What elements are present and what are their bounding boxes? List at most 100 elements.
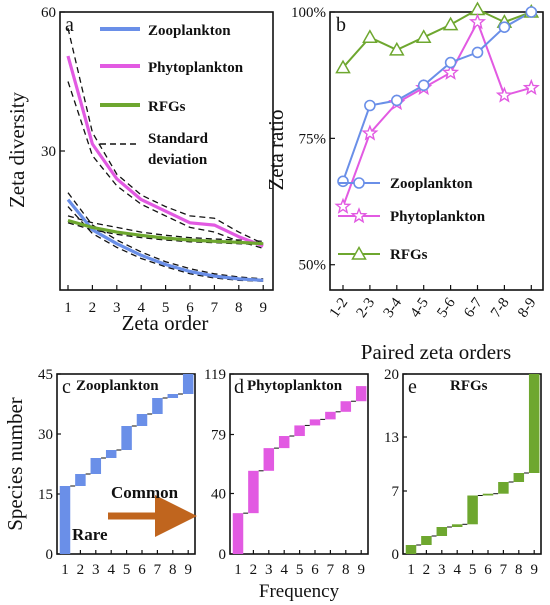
- panel-d: d Phytoplankton Frequency 1 2 3 4 5 6 7 8 9 0 40 79…: [204, 367, 369, 602]
- panel-d-xtick-label: 1: [234, 562, 242, 578]
- panel-e-title: RFGs: [450, 378, 488, 394]
- panel-d-bar: [325, 411, 336, 420]
- panel-a-series-lines: [66, 55, 264, 282]
- legend-marker-phytoplankton: [350, 207, 368, 224]
- panel-d-ytick-label: 0: [219, 547, 227, 563]
- panel-e-xtick-label: 3: [438, 562, 446, 578]
- panel-e-xtick-label: 8: [515, 562, 523, 578]
- marker-phytoplankton: [334, 197, 352, 214]
- panel-b-xlabel: Paired zeta orders: [361, 340, 511, 364]
- panel-c-title: Zooplankton: [76, 378, 159, 394]
- panel-c: c Zooplankton Species number 1 2 3 4 5 6 7 8 901…: [3, 367, 197, 578]
- label-common: Common: [111, 483, 179, 502]
- panel-b-xtick-label: 6-7: [461, 295, 486, 321]
- panel-a-xtick-label: 5: [162, 300, 170, 316]
- panel-a-ytick-label: 30: [41, 144, 56, 160]
- marker-phytoplankton: [361, 124, 379, 141]
- panel-a-ytick-label: 60: [41, 5, 56, 21]
- legend-label-zooplankton: Zooplankton: [148, 23, 231, 39]
- panel-c-bar: [167, 394, 179, 398]
- panel-a-xtick-label: 7: [211, 300, 219, 316]
- panel-d-xtick-label: 7: [327, 562, 335, 578]
- legend-label-phytoplankton: Phytoplankton: [390, 209, 486, 225]
- panel-e-bar: [498, 482, 509, 494]
- series-line-zooplankton: [66, 198, 264, 282]
- marker-phytoplankton: [442, 63, 460, 80]
- panel-c-bar: [121, 426, 132, 450]
- panel-d-xlabel: Frequency: [259, 581, 340, 602]
- panel-e-bar: [528, 374, 540, 473]
- panel-d-xtick-label: 6: [311, 562, 319, 578]
- panel-a-xtick-label: 3: [113, 300, 121, 316]
- panel-d-frame: [229, 373, 369, 555]
- marker-rfgs: [389, 41, 405, 56]
- panel-e-label: e: [408, 376, 417, 398]
- panel-e-ytick-label: 7: [392, 484, 400, 500]
- panel-c-label: c: [62, 376, 71, 398]
- panel-d-xtick-label: 3: [265, 562, 273, 578]
- panel-b-xtick-label: 4-5: [407, 295, 432, 321]
- sd-line-zooplankton: [67, 206, 264, 282]
- marker-zooplankton: [525, 6, 538, 18]
- panel-b-ytick-label: 75%: [299, 131, 327, 147]
- panel-e-xtick-label: 5: [469, 562, 477, 578]
- legend-label-phytoplankton: Phytoplankton: [148, 60, 244, 76]
- marker-zooplankton: [390, 94, 403, 107]
- panel-e-bars: [405, 374, 540, 554]
- panel-d-bars: [232, 386, 367, 554]
- panel-c-xtick-label: 8: [169, 562, 177, 578]
- panel-d-xtick-label: 2: [250, 562, 258, 578]
- marker-zooplankton: [417, 79, 430, 92]
- panel-e-ytick-label: 13: [384, 430, 399, 446]
- panel-b-ytick-label: 50%: [299, 258, 327, 274]
- panel-d-title: Phytoplankton: [247, 378, 343, 394]
- panel-d-bar: [232, 513, 244, 554]
- panel-d-ticks: 1 2 3 4 5 6 7 8 9 0 40 79 119: [204, 367, 365, 578]
- panel-b-xtick-label: 1-2: [327, 295, 352, 321]
- panel-c-ytick-label: 0: [46, 547, 54, 563]
- panel-d-xtick-label: 5: [296, 562, 304, 578]
- legend-label-sd: Standard deviation: [148, 131, 212, 168]
- panel-c-ylabel: Species number: [3, 397, 27, 531]
- panel-d-bar: [355, 386, 367, 402]
- panel-b-ticks: 1-2 2-3 3-4 4-5 5-6 6-7 7-8 8-9 50% 75% 100%: [291, 5, 540, 321]
- panel-c-ytick-label: 30: [38, 427, 53, 443]
- panel-c-xtick-label: 5: [123, 562, 131, 578]
- panel-c-bar: [59, 486, 71, 554]
- panel-c-bar: [182, 374, 194, 394]
- panel-c-xtick-label: 9: [184, 562, 192, 578]
- panel-c-xtick-label: 6: [138, 562, 146, 578]
- panel-d-ytick-label: 119: [204, 367, 226, 383]
- panel-a-xtick-label: 2: [89, 300, 97, 316]
- panel-e-xtick-label: 4: [453, 562, 461, 578]
- series-line-phytoplankton: [342, 19, 532, 207]
- panel-d-xtick-label: 9: [357, 562, 365, 578]
- panel-e-frame: [402, 373, 542, 555]
- panel-c-xtick-label: 4: [107, 562, 115, 578]
- panel-e-ytick-label: 0: [392, 547, 400, 563]
- panel-a-xtick-label: 9: [259, 300, 267, 316]
- marker-zooplankton: [444, 56, 457, 69]
- marker-zooplankton: [364, 99, 376, 112]
- marker-phytoplankton: [522, 78, 540, 96]
- panel-a: a Zeta order Zeta diversity 1 2 3 4 5 6 7 8 9 30 6…: [5, 5, 274, 335]
- legend-label-zooplankton: Zooplankton: [390, 176, 473, 192]
- panel-a-legend: Zooplankton Phytoplankton RFGs Standard …: [100, 23, 244, 168]
- marker-phytoplankton: [468, 13, 487, 30]
- panel-b-legend: Zooplankton Phytoplankton RFGs: [338, 176, 486, 263]
- panel-c-bar: [136, 414, 148, 426]
- panel-a-xtick-label: 6: [186, 300, 194, 316]
- panel-b-xtick-label: 2-3: [354, 295, 379, 321]
- panel-d-xtick-label: 8: [342, 562, 350, 578]
- marker-phytoplankton: [495, 86, 513, 103]
- marker-zooplankton: [337, 175, 349, 188]
- panel-b-xtick-label: 3-4: [380, 295, 405, 321]
- panel-e-bar: [451, 524, 463, 527]
- marker-rfgs: [442, 16, 459, 31]
- panel-b-markers: [334, 1, 540, 214]
- panel-b-label: b: [336, 14, 346, 36]
- panel-e-xtick-label: 7: [500, 562, 508, 578]
